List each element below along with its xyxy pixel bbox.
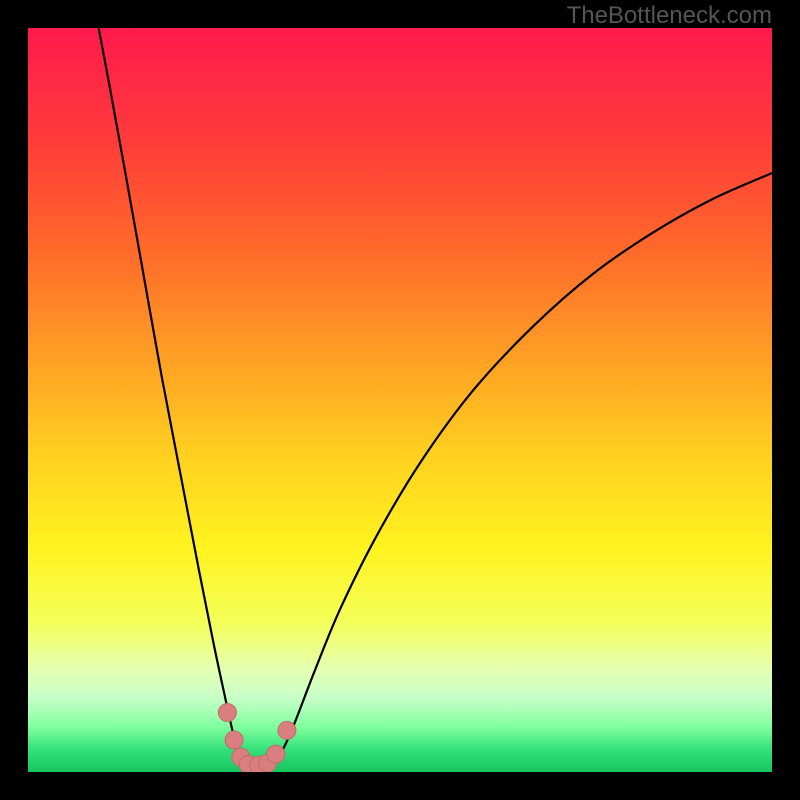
bottleneck-curve-right — [270, 173, 772, 766]
chart-curve-layer — [28, 28, 772, 772]
bottleneck-curve-left — [99, 28, 248, 766]
bottleneck-markers — [218, 703, 296, 772]
chart-plot-area — [28, 28, 772, 772]
bottleneck-marker — [278, 721, 296, 739]
watermark-text: TheBottleneck.com — [567, 2, 772, 30]
bottleneck-marker — [225, 731, 243, 749]
bottleneck-marker — [267, 745, 285, 763]
bottleneck-marker — [218, 703, 236, 721]
chart-frame: TheBottleneck.com — [0, 0, 800, 800]
